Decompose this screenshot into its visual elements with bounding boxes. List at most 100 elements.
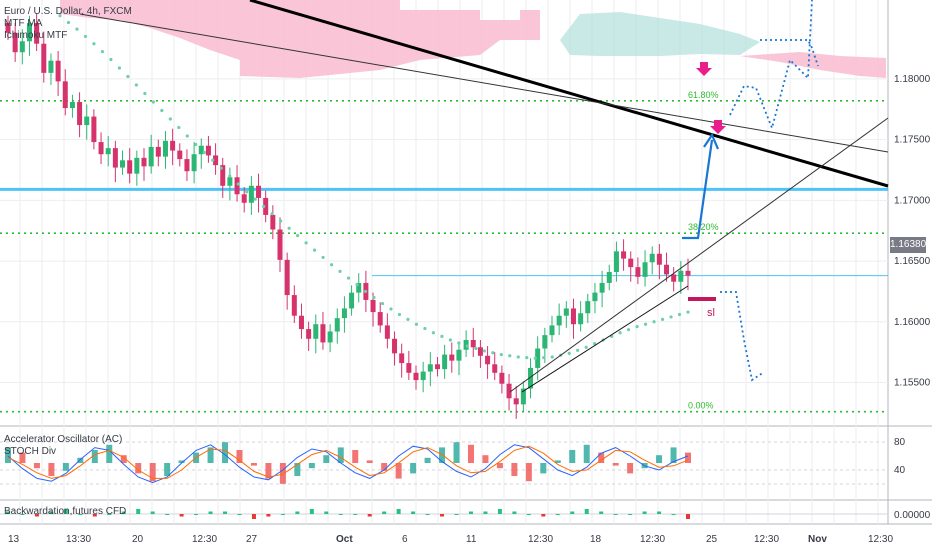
candle-body — [370, 299, 376, 313]
price-axis-label: 1.18000 — [894, 74, 931, 85]
candle-body — [399, 353, 405, 364]
ac-bar — [5, 447, 11, 463]
ma-dot — [168, 117, 172, 121]
candle-body — [170, 140, 176, 151]
candle-body — [12, 32, 18, 53]
candle-body — [592, 292, 598, 302]
backwardation-bar — [613, 514, 618, 515]
current-price-tag: 1.16380 — [890, 237, 926, 253]
backwardation-bar — [425, 514, 430, 515]
candle-body — [34, 23, 40, 44]
ac-bar — [106, 444, 113, 463]
backwardation-bar — [642, 511, 647, 514]
backwardation-axis-label: 0.00000 — [894, 510, 931, 521]
ac-bar — [453, 442, 460, 463]
candle-body — [184, 159, 190, 172]
candle-body — [434, 364, 440, 370]
candle-body — [291, 295, 297, 316]
ma-dot — [58, 14, 62, 18]
ma-dot — [491, 351, 495, 355]
price-axis-label: 1.17500 — [894, 135, 931, 146]
candle-body — [535, 348, 541, 368]
ma-dot — [194, 142, 198, 147]
backwardation-bar — [686, 514, 690, 519]
ma-dot — [499, 352, 503, 357]
backwardation-title: Backwardation,futures CFD — [4, 506, 127, 517]
ma-dot — [669, 315, 673, 319]
backwardation-bar — [223, 511, 228, 514]
ac-bar — [395, 463, 402, 479]
backwardation-bar — [107, 514, 112, 515]
backwardation-bar — [194, 514, 199, 515]
candle-body — [563, 308, 569, 316]
ma-dot — [355, 283, 359, 287]
candle-body — [298, 315, 304, 330]
ma-dot — [431, 331, 436, 335]
backwardation-bar — [280, 514, 285, 515]
backwardation-bar — [150, 511, 155, 514]
candle-body — [227, 177, 233, 186]
candle-body — [578, 313, 584, 325]
candle-body — [105, 148, 111, 155]
backwardation-bar — [208, 511, 213, 514]
ac-bar — [627, 463, 634, 474]
ac-bar — [135, 463, 142, 474]
fib-level-label: 0.00% — [688, 401, 714, 411]
backwardation-bar — [628, 514, 633, 515]
ma-dot — [406, 317, 410, 321]
ma-dot — [338, 269, 342, 273]
ma-dot — [66, 20, 71, 25]
ma-dot — [576, 348, 580, 352]
candle-body — [678, 270, 684, 282]
backwardation-bar — [338, 514, 343, 515]
ac-bar — [540, 463, 547, 474]
ma-dot — [304, 241, 308, 245]
trendline-support — [509, 117, 889, 393]
candle-body — [234, 177, 240, 195]
legend-mtf-ma: MTF MA — [4, 18, 43, 29]
candle-body — [19, 41, 25, 53]
candle-body — [549, 325, 555, 336]
candle-body — [162, 140, 168, 157]
ac-bar — [120, 455, 127, 463]
time-axis-label: 13:30 — [66, 534, 91, 545]
ma-dot — [533, 356, 537, 360]
ac-bar — [236, 450, 243, 463]
ma-dot — [457, 341, 461, 345]
stoch-title: STOCH Div — [4, 446, 57, 457]
ma-dot — [660, 317, 665, 321]
osc-axis-label: 80 — [894, 437, 906, 448]
backwardation-bar — [251, 514, 256, 519]
backwardation-bar — [324, 511, 329, 514]
osc-axis-label: 40 — [894, 465, 906, 476]
ma-dot — [143, 91, 147, 96]
ac-bar — [33, 463, 40, 469]
projection-arrowhead — [703, 132, 720, 150]
sl-label: sl — [707, 307, 715, 319]
ac-bar — [19, 452, 26, 463]
ma-dot — [270, 212, 274, 216]
ma-dot — [372, 295, 376, 300]
time-axis-label: 6 — [402, 534, 408, 545]
ma-dot — [465, 344, 469, 348]
ma-dot — [440, 334, 444, 338]
time-axis-label: 12:30 — [192, 534, 217, 545]
ma-dot — [211, 158, 215, 162]
ma-dot — [228, 174, 232, 178]
candle-body — [127, 160, 133, 174]
candle-body — [635, 267, 641, 277]
projection-dotted-down — [720, 291, 765, 382]
candle-body — [492, 364, 498, 373]
candle-body — [420, 371, 426, 381]
candle-body — [377, 312, 383, 326]
time-axis-label: 13 — [8, 534, 20, 545]
ichimoku-cloud-red — [740, 52, 886, 78]
ac-bar — [467, 444, 474, 463]
backwardation-bar — [6, 511, 10, 514]
ma-dot — [92, 42, 96, 46]
price-axis-label: 1.16500 — [894, 256, 931, 267]
candle-body — [542, 335, 548, 349]
candle-body — [120, 160, 126, 168]
